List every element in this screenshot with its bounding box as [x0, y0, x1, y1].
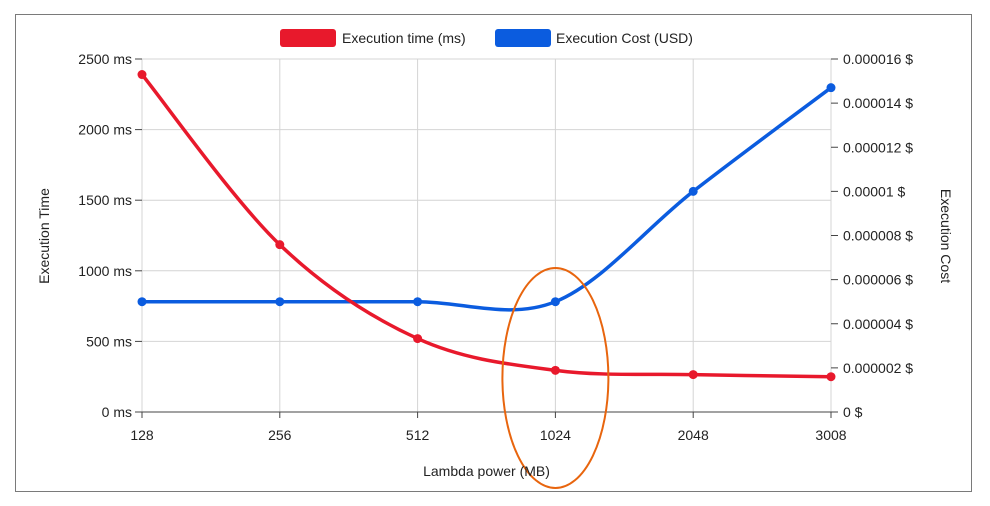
x-tick-label: 1024	[540, 427, 571, 443]
right-tick-label: 0.000006 $	[843, 272, 913, 288]
right-tick-label: 0.000014 $	[843, 95, 913, 111]
execution-time-point	[413, 334, 423, 344]
right-tick-label: 0.000008 $	[843, 228, 913, 244]
left-tick-label: 1500 ms	[78, 192, 132, 208]
left-tick-label: 0 ms	[102, 404, 132, 420]
highlight-ellipse	[501, 267, 610, 489]
x-tick-label: 256	[268, 427, 292, 443]
execution-time-point	[688, 370, 698, 380]
legend-label: Execution Cost (USD)	[556, 30, 693, 46]
execution-time-point	[550, 365, 560, 375]
execution-time-line	[140, 72, 833, 379]
left-tick-label: 2500 ms	[78, 51, 132, 67]
right-tick-label: 0.000002 $	[843, 360, 913, 376]
right-tick-label: 0.000004 $	[843, 316, 913, 332]
left-tick-label: 1000 ms	[78, 263, 132, 279]
x-tick-label: 128	[130, 427, 154, 443]
execution-cost-point	[550, 297, 560, 307]
axis-titles: Lambda power (MB) Execution Time Execution…	[36, 188, 954, 479]
axes: 0 ms 500 ms 1000 ms 1500 ms 2000 ms 2500 ms 12…	[78, 51, 913, 443]
x-tick-label: 2048	[678, 427, 709, 443]
execution-time-point	[826, 372, 836, 382]
x-tick-label: 512	[406, 427, 430, 443]
execution-time-point	[275, 240, 285, 250]
execution-cost-point	[413, 297, 423, 307]
legend-swatch	[495, 29, 551, 47]
right-tick-label: 0 $	[843, 404, 863, 420]
legend: Execution time (ms) Execution Cost (USD)	[280, 29, 693, 47]
x-tick-label: 3008	[815, 427, 846, 443]
legend-swatch	[280, 29, 336, 47]
execution-cost-point	[137, 297, 147, 307]
right-tick-label: 0.000012 $	[843, 139, 913, 155]
execution-cost-point	[275, 297, 285, 307]
execution-cost-point	[688, 186, 698, 196]
right-axis-title: Execution Cost	[938, 189, 954, 283]
left-tick-label: 500 ms	[86, 333, 132, 349]
right-tick-label: 0.000016 $	[843, 51, 913, 67]
x-axis-title: Lambda power (MB)	[423, 463, 550, 479]
legend-label: Execution time (ms)	[342, 30, 466, 46]
execution-time-point	[137, 70, 147, 80]
annotation-layer	[501, 267, 610, 489]
left-tick-label: 2000 ms	[78, 122, 132, 138]
execution-cost-point	[826, 83, 836, 93]
execution-cost-line	[140, 85, 833, 312]
left-axis-title: Execution Time	[36, 188, 52, 284]
series-layer	[137, 70, 836, 382]
right-tick-label: 0.00001 $	[843, 183, 905, 199]
